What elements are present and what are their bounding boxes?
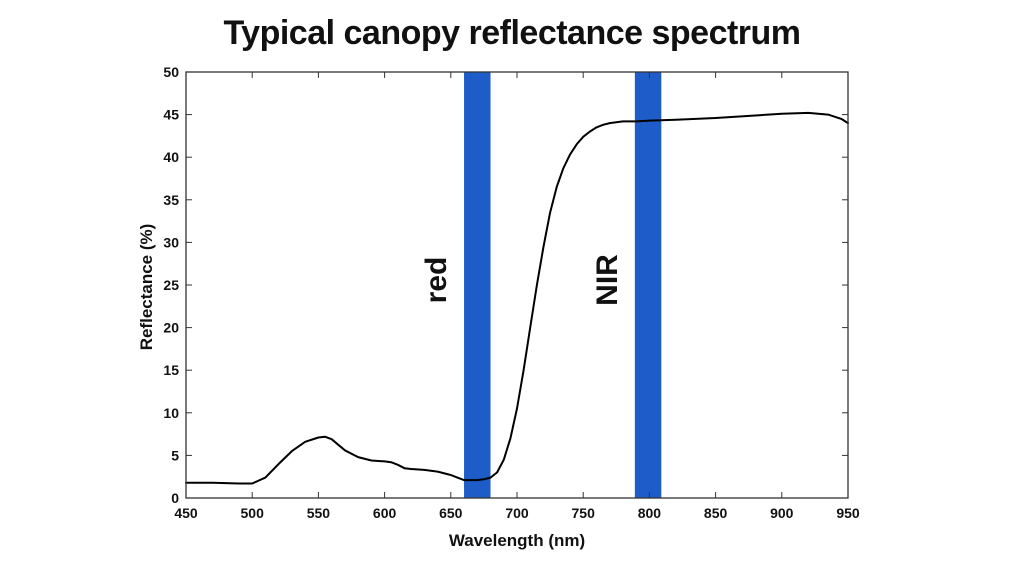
y-axis-label: Reflectance (%) — [137, 224, 156, 351]
x-tick-label: 450 — [174, 505, 198, 521]
band-red-bar — [464, 72, 491, 498]
band-nir-label: NIR — [591, 254, 624, 306]
x-tick-label: 750 — [572, 505, 596, 521]
axes-layer: 450 500 550 600 650 700 750 800 850 900 950 0 5 10 15 2… — [163, 64, 859, 521]
x-tick-label: 850 — [704, 505, 728, 521]
series-line — [185, 111, 849, 485]
x-tick-label: 500 — [241, 505, 265, 521]
y-tick-label: 40 — [163, 149, 179, 165]
y-tick-label: 45 — [163, 107, 179, 123]
y-tick-label: 35 — [163, 192, 179, 208]
x-tick-label: 800 — [638, 505, 662, 521]
y-tick-label: 30 — [163, 234, 179, 250]
line-layer — [185, 111, 849, 485]
bands-layer: red NIR — [420, 72, 662, 498]
x-tick-label: 700 — [505, 505, 529, 521]
y-tick-label: 50 — [163, 64, 179, 80]
x-axis-label: Wavelength (nm) — [449, 531, 585, 550]
band-red-label: red — [420, 257, 453, 304]
x-tick-label: 950 — [836, 505, 860, 521]
y-tick-label: 10 — [163, 405, 179, 421]
band-nir-bar — [634, 72, 662, 498]
y-tick-label: 5 — [171, 447, 179, 463]
y-tick-label: 25 — [163, 277, 179, 293]
x-tick-label: 650 — [439, 505, 463, 521]
y-tick-label: 20 — [163, 320, 179, 336]
y-tick-label: 0 — [171, 490, 179, 506]
y-tick-label: 15 — [163, 362, 179, 378]
x-tick-label: 900 — [770, 505, 794, 521]
x-tick-label: 550 — [307, 505, 331, 521]
chart-title: Typical canopy reflectance spectrum — [223, 14, 801, 52]
x-tick-label: 600 — [373, 505, 397, 521]
plot-frame — [185, 71, 849, 499]
